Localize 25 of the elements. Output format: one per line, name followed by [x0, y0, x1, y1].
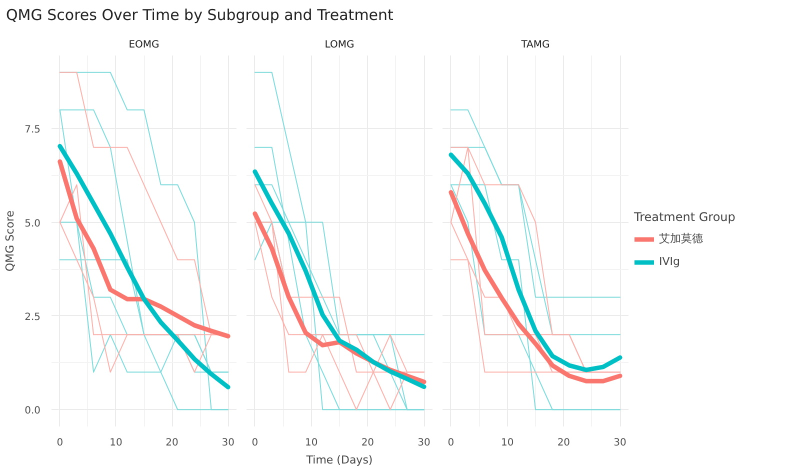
legend-label: IVIg — [659, 255, 681, 268]
x-tick-label: 20 — [166, 438, 178, 448]
x-tick-label: 10 — [500, 438, 514, 448]
legend-title: Treatment Group — [634, 210, 736, 224]
x-tick-label: 0 — [56, 438, 64, 448]
x-tick-label: 20 — [361, 438, 374, 448]
x-tick-label: 0 — [252, 438, 258, 448]
y-tick-label: 2.5 — [24, 312, 41, 323]
x-tick-label: 0 — [448, 438, 454, 448]
x-tick-label: 30 — [418, 438, 430, 448]
x-tick-label: 10 — [110, 438, 122, 448]
y-tick-label: 5.0 — [24, 218, 41, 230]
y-tick-label: 7.5 — [24, 124, 41, 136]
chart-subtitle: TAMG — [520, 40, 550, 50]
x-tick-label: 30 — [614, 438, 626, 448]
legend-label: 艾加莫德 — [659, 231, 704, 246]
y-tick-label: 0.0 — [24, 406, 41, 417]
chart-subtitle: EOMG — [128, 40, 160, 50]
x-tick-label: 30 — [222, 438, 234, 448]
x-tick-label: 20 — [557, 438, 570, 448]
chart-subtitle: LOMG — [324, 40, 354, 50]
x-axis-title: Time (Days) — [305, 454, 373, 466]
chart-title: QMG Scores Over Time by Subgroup and Treatment — [6, 5, 394, 26]
x-tick-label: 10 — [304, 438, 318, 448]
y-axis-title: QMG Score — [4, 210, 17, 272]
